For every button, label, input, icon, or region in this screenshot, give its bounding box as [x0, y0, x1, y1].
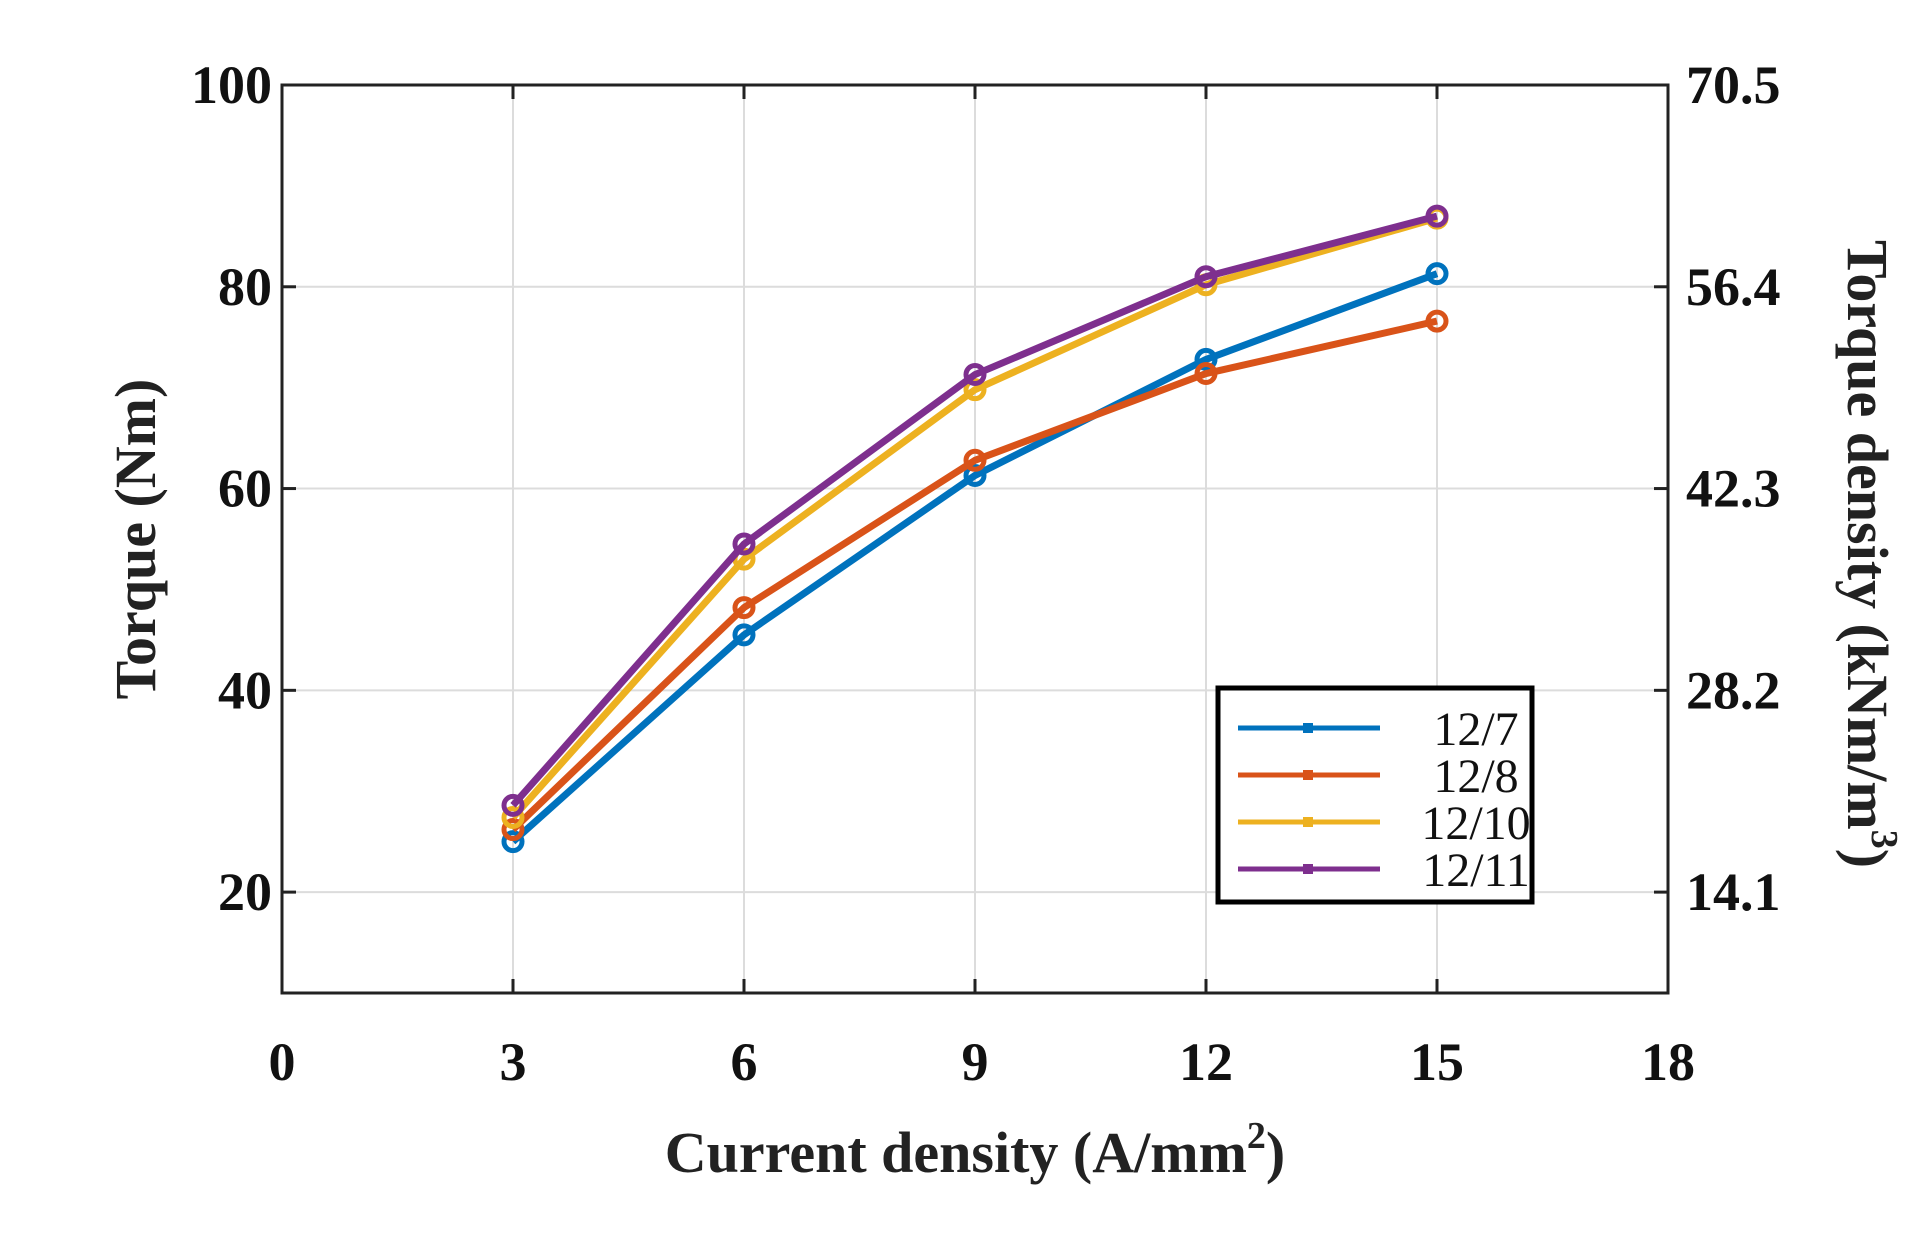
y2-tick-label: 14.1	[1686, 862, 1781, 922]
data-point	[1194, 362, 1218, 386]
data-point	[732, 596, 756, 620]
x-tick-label: 6	[731, 1032, 758, 1092]
y-tick-label: 80	[218, 257, 272, 317]
data-point	[1425, 262, 1449, 286]
legend-swatch-marker	[1303, 864, 1313, 874]
y2-axis-title: Torque density (kNm/m3)	[1835, 240, 1905, 868]
series-line	[510, 212, 1438, 808]
data-point	[501, 818, 525, 842]
y-tick-label: 60	[218, 459, 272, 519]
x-axis-title: Current density (A/mm2)	[665, 1115, 1285, 1185]
series-line	[510, 317, 1438, 833]
y-tick-label: 100	[191, 55, 272, 115]
x-tick-label: 0	[269, 1032, 296, 1092]
data-point	[732, 623, 756, 647]
data-point	[963, 363, 987, 387]
data-point	[732, 532, 756, 556]
y-tick-label: 20	[218, 862, 272, 922]
y2-tick-label: 42.3	[1686, 459, 1781, 519]
x-tick-label: 15	[1410, 1032, 1464, 1092]
series-12-11	[501, 204, 1449, 817]
y2-tick-label: 28.2	[1686, 660, 1781, 720]
legend-swatch-marker	[1303, 770, 1313, 780]
series-12-8	[501, 309, 1449, 842]
legend-box	[1215, 685, 1535, 905]
x-tick-label: 12	[1179, 1032, 1233, 1092]
series-12-7	[501, 262, 1449, 854]
legend-label: 12/10	[1421, 797, 1530, 850]
data-point	[1194, 347, 1218, 371]
data-point	[963, 378, 987, 402]
legend-swatch-marker	[1303, 723, 1313, 733]
x-tick-label: 3	[500, 1032, 527, 1092]
data-point	[501, 793, 525, 817]
data-point	[1425, 204, 1449, 228]
data-point	[1194, 265, 1218, 289]
labels: 0 3 6 9 12 15 18 20 40 60 80 100 14.1 28.2 42.3 56.4 70.…	[103, 55, 1905, 1185]
legend-label: 12/8	[1433, 750, 1518, 803]
y2-tick-label: 70.5	[1686, 55, 1781, 115]
data-point	[501, 830, 525, 854]
data-point	[1425, 309, 1449, 333]
data-point	[963, 448, 987, 472]
series-line	[510, 270, 1439, 845]
axes	[280, 83, 1670, 995]
series-line	[510, 214, 1438, 820]
x-tick-label: 9	[962, 1032, 989, 1092]
series-group	[501, 204, 1449, 854]
y-tick-label: 40	[218, 660, 272, 720]
legend-label: 12/11	[1422, 844, 1530, 897]
y2-tick-label: 56.4	[1686, 257, 1781, 317]
y-axis-title: Torque (Nm)	[103, 379, 168, 700]
data-point	[501, 805, 525, 829]
data-point	[963, 463, 987, 487]
legend-label: 12/7	[1433, 703, 1518, 756]
x-tick-label: 18	[1641, 1032, 1695, 1092]
legend-swatch-marker	[1303, 817, 1313, 827]
